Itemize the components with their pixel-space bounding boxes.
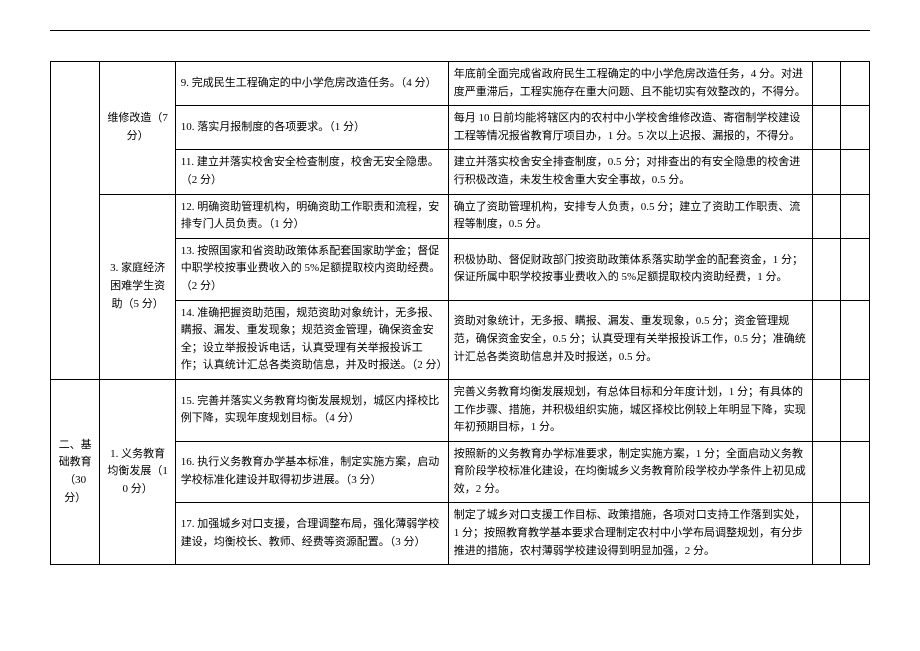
standard-cell: 建立并落实校舍安全排查制度，0.5 分；对排查出的有安全隐患的校舍进行积极改造，… xyxy=(448,150,812,194)
score-cell xyxy=(812,379,841,441)
section-cell: 二、基础教育（30 分） xyxy=(51,379,100,564)
standard-cell: 每月 10 日前均能将辖区内的农村中小学校舍维修改造、寄宿制学校建设工程等情况报… xyxy=(448,106,812,150)
criterion-cell: 17. 加强城乡对口支援，合理调整布局，强化薄弱学校建设，均衡校长、教师、经费等… xyxy=(175,503,448,565)
criterion-cell: 11. 建立并落实校舍安全检查制度，校舍无安全隐患。（2 分） xyxy=(175,150,448,194)
score-cell xyxy=(841,300,870,379)
standard-cell: 制定了城乡对口支援工作目标、政策措施，各项对口支持工作落到实处，1 分；按照教育… xyxy=(448,503,812,565)
criterion-cell: 9. 完成民生工程确定的中小学危房改造任务。（4 分） xyxy=(175,62,448,106)
score-cell xyxy=(812,238,841,300)
score-cell xyxy=(812,62,841,106)
score-cell xyxy=(841,503,870,565)
standard-cell: 完善义务教育均衡发展规划，有总体目标和分年度计划，1 分；有具体的工作步骤、措施… xyxy=(448,379,812,441)
score-cell xyxy=(812,106,841,150)
criterion-cell: 12. 明确资助管理机构，明确资助工作职责和流程，安排专门人员负责。（1 分） xyxy=(175,194,448,238)
score-cell xyxy=(812,503,841,565)
score-cell xyxy=(812,300,841,379)
criterion-cell: 16. 执行义务教育办学基本标准，制定实施方案，启动学校标准化建设并取得初步进展… xyxy=(175,441,448,503)
score-cell xyxy=(841,106,870,150)
table-row: 二、基础教育（30 分） 1. 义务教育均衡发展（10 分） 15. 完善并落实… xyxy=(51,379,870,441)
subsection-cell: 3. 家庭经济困难学生资助（5 分） xyxy=(100,194,175,379)
subsection-cell: 1. 义务教育均衡发展（10 分） xyxy=(100,379,175,564)
score-cell xyxy=(841,194,870,238)
criterion-cell: 10. 落实月报制度的各项要求。（1 分） xyxy=(175,106,448,150)
score-cell xyxy=(841,379,870,441)
standard-cell: 确立了资助管理机构，安排专人负责，0.5 分；建立了资助工作职责、流程等制度，0… xyxy=(448,194,812,238)
table-row: 3. 家庭经济困难学生资助（5 分） 12. 明确资助管理机构，明确资助工作职责… xyxy=(51,194,870,238)
criterion-cell: 14. 准确把握资助范围，规范资助对象统计，无多报、瞒报、漏发、重发现象；规范资… xyxy=(175,300,448,379)
score-cell xyxy=(841,62,870,106)
subsection-cell: 维修改造（7 分） xyxy=(100,62,175,195)
criterion-cell: 15. 完善并落实义务教育均衡发展规划，城区内择校比例下降，实现年度规划目标。（… xyxy=(175,379,448,441)
standard-cell: 按照新的义务教育办学标准要求，制定实施方案，1 分；全面启动义务教育阶段学校标准… xyxy=(448,441,812,503)
score-cell xyxy=(812,194,841,238)
score-cell xyxy=(841,238,870,300)
score-cell xyxy=(812,150,841,194)
score-cell xyxy=(841,150,870,194)
evaluation-table: 维修改造（7 分） 9. 完成民生工程确定的中小学危房改造任务。（4 分） 年底… xyxy=(50,61,870,565)
table-row: 维修改造（7 分） 9. 完成民生工程确定的中小学危房改造任务。（4 分） 年底… xyxy=(51,62,870,106)
section-cell xyxy=(51,62,100,380)
criterion-cell: 13. 按照国家和省资助政策体系配套国家助学金；督促中职学校按事业费收入的 5%… xyxy=(175,238,448,300)
standard-cell: 年底前全面完成省政府民生工程确定的中小学危房改造任务，4 分。对进度严重滞后，工… xyxy=(448,62,812,106)
top-rule xyxy=(50,30,870,31)
score-cell xyxy=(841,441,870,503)
score-cell xyxy=(812,441,841,503)
standard-cell: 资助对象统计，无多报、瞒报、漏发、重发现象，0.5 分；资金管理规范，确保资金安… xyxy=(448,300,812,379)
standard-cell: 积极协助、督促财政部门按资助政策体系落实助学金的配套资金，1 分；保证所属中职学… xyxy=(448,238,812,300)
